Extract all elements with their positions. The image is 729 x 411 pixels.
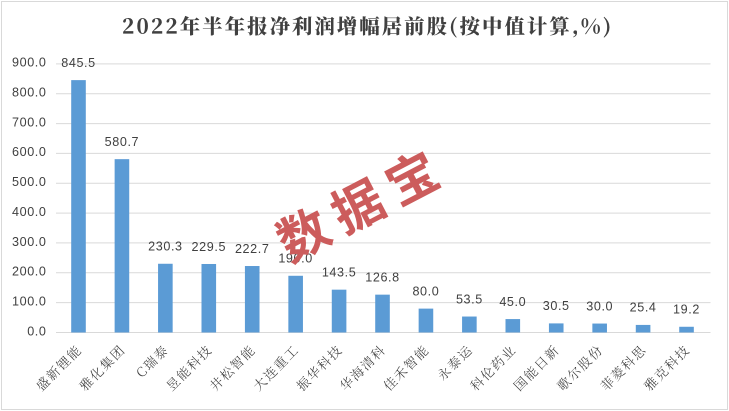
svg-text:600.0: 600.0 <box>12 145 47 159</box>
svg-text:300.0: 300.0 <box>12 235 47 249</box>
svg-text:53.5: 53.5 <box>456 292 483 306</box>
svg-text:900.0: 900.0 <box>12 56 47 70</box>
svg-text:30.5: 30.5 <box>543 299 570 313</box>
svg-text:19.2: 19.2 <box>673 303 700 317</box>
svg-text:126.8: 126.8 <box>365 271 400 285</box>
svg-text:230.3: 230.3 <box>148 240 183 254</box>
svg-text:0.0: 0.0 <box>27 324 46 338</box>
svg-text:229.5: 229.5 <box>192 240 227 254</box>
svg-text:800.0: 800.0 <box>12 86 47 100</box>
svg-text:25.4: 25.4 <box>630 301 657 315</box>
svg-text:700.0: 700.0 <box>12 115 47 129</box>
svg-text:222.7: 222.7 <box>235 242 270 256</box>
svg-text:30.0: 30.0 <box>586 299 613 313</box>
svg-text:500.0: 500.0 <box>12 175 47 189</box>
svg-text:580.7: 580.7 <box>105 135 140 149</box>
svg-text:45.0: 45.0 <box>499 295 526 309</box>
svg-text:143.5: 143.5 <box>322 266 357 280</box>
svg-text:400.0: 400.0 <box>12 205 47 219</box>
svg-text:200.0: 200.0 <box>12 265 47 279</box>
svg-text:100.0: 100.0 <box>12 294 47 308</box>
svg-text:80.0: 80.0 <box>412 284 439 298</box>
svg-text:845.5: 845.5 <box>61 56 96 70</box>
